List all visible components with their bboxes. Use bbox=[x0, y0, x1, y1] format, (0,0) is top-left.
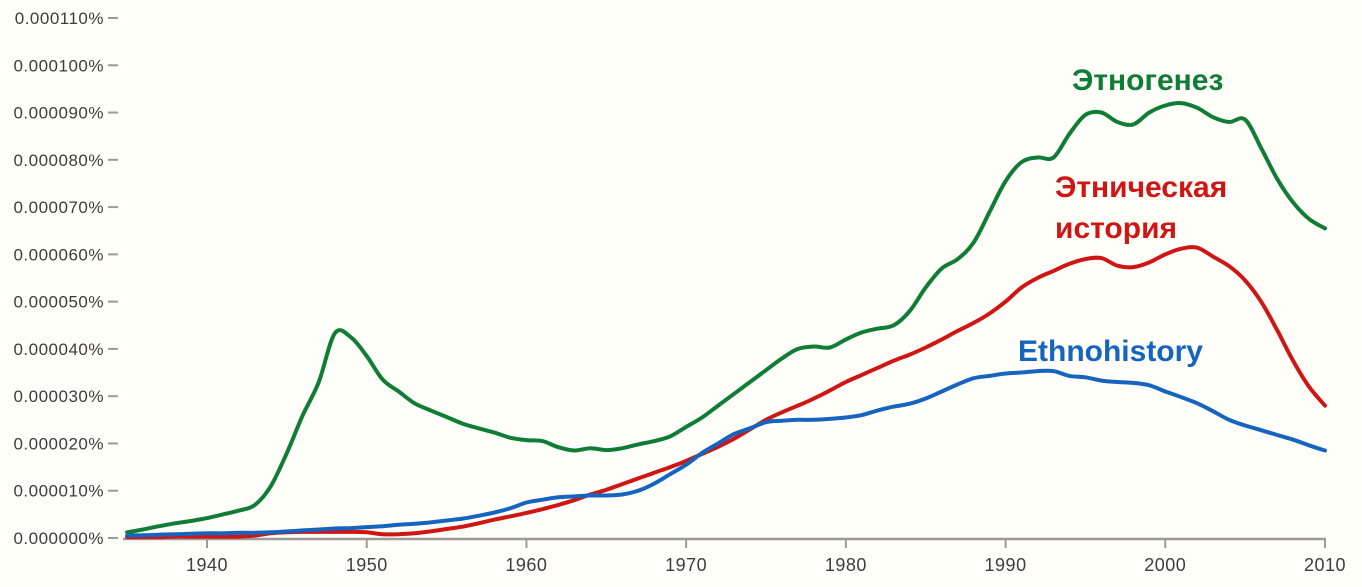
y-axis-tick-label: 0.000070% bbox=[13, 198, 104, 217]
y-axis-tick-label: 0.000020% bbox=[13, 434, 104, 453]
legend-label-etnicheskaya-istoriya[interactable]: Этническая история bbox=[1055, 167, 1313, 249]
y-axis-tick-label: 0.000040% bbox=[13, 340, 104, 359]
series-line-ethnohistory[interactable] bbox=[125, 368, 1327, 538]
legend-label-etnogenez[interactable]: Этногенез bbox=[1072, 60, 1223, 101]
y-axis-tick-label: 0.000090% bbox=[13, 104, 104, 123]
x-axis-tick-label: 2000 bbox=[1144, 555, 1186, 575]
legend-label-etnogenez-text: Этногенез bbox=[1072, 64, 1224, 97]
x-axis-tick-label: 1980 bbox=[825, 555, 867, 575]
y-axis-tick-label: 0.000010% bbox=[13, 482, 104, 501]
x-axis-tick-label: 1990 bbox=[985, 555, 1027, 575]
y-axis-tick-label: 0.000030% bbox=[13, 387, 104, 406]
series-line-etnicheskaya-istoriya[interactable] bbox=[125, 245, 1327, 540]
legend-label-etnicheskaya-istoriya-text: Этническая история bbox=[1055, 171, 1228, 245]
y-axis-tick-label: 0.000060% bbox=[13, 245, 104, 264]
y-axis-tick-label: 0.000100% bbox=[13, 56, 104, 75]
y-axis-tick-label: 0.000110% bbox=[15, 9, 104, 28]
legend-label-ethnohistory-text: Ethnohistory bbox=[1018, 335, 1203, 368]
x-axis-tick-label: 1940 bbox=[186, 555, 228, 575]
x-axis-tick-label: 1960 bbox=[505, 555, 547, 575]
legend-label-ethnohistory[interactable]: Ethnohistory bbox=[1018, 331, 1203, 372]
y-axis-tick-label: 0.000050% bbox=[13, 293, 104, 312]
x-axis-tick-label: 1970 bbox=[665, 555, 707, 575]
x-axis-tick-label: 2010 bbox=[1304, 555, 1346, 575]
series-line-etnogenez[interactable] bbox=[125, 101, 1327, 535]
x-axis-tick-label: 1950 bbox=[346, 555, 388, 575]
y-axis-tick-label: 0.000000% bbox=[13, 529, 104, 548]
y-axis-tick-label: 0.000080% bbox=[13, 151, 104, 170]
